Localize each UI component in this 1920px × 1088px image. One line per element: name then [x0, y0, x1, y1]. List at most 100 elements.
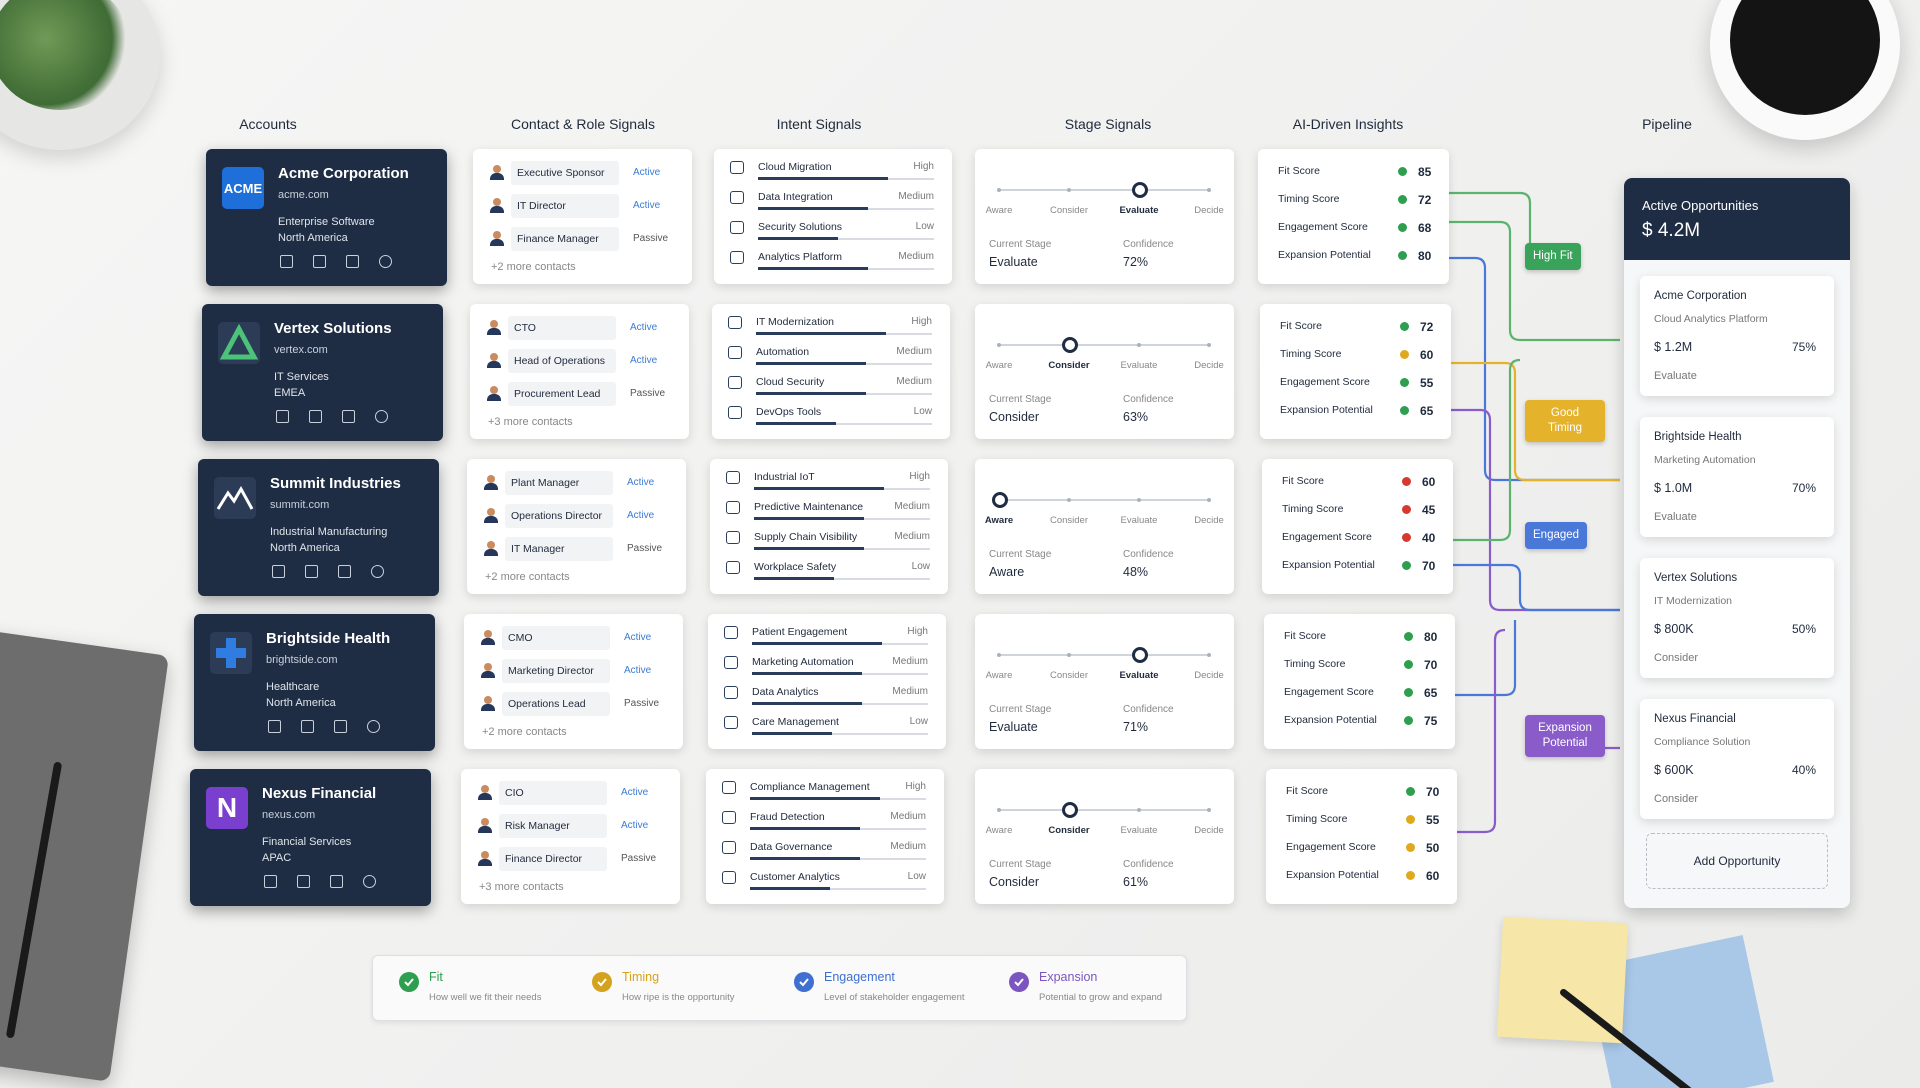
metric-label: Engagement Score — [1282, 531, 1372, 543]
stage-label: Decide — [1194, 825, 1224, 836]
person-head — [487, 541, 495, 549]
opportunity-stage: Evaluate — [1654, 370, 1697, 382]
metric-label: Fit Score — [1284, 630, 1327, 642]
stage-dot — [1067, 653, 1071, 657]
insights-card: Fit Score 60 Timing Score 45 Engagement Scor… — [1262, 459, 1453, 594]
contact-role: IT Director — [517, 200, 566, 212]
account-action[interactable] — [342, 410, 355, 423]
opportunity-amount: $ 800K — [1654, 622, 1694, 636]
intent-bar — [758, 177, 888, 180]
stage-label: Evaluate — [1120, 515, 1158, 526]
intent-icon — [724, 716, 738, 729]
add-opportunity-button[interactable]: Add Opportunity — [1646, 833, 1828, 889]
intent-bar — [752, 702, 862, 705]
metric-dot — [1404, 660, 1413, 669]
account-action[interactable] — [301, 720, 314, 733]
opportunity-amount: $ 1.2M — [1654, 340, 1693, 354]
intent-topic: Data Governance — [750, 841, 833, 853]
metric-dot — [1398, 223, 1407, 232]
account-action[interactable] — [268, 720, 281, 733]
metric-dot — [1400, 406, 1409, 415]
intent-icon — [726, 561, 740, 574]
pipeline-title: Active Opportunities — [1642, 198, 1759, 213]
insight-tag[interactable]: Good Timing — [1525, 400, 1605, 442]
opportunity-card[interactable]: Nexus Financial Compliance Solution $ 600K… — [1640, 699, 1834, 819]
opportunity-amount: $ 600K — [1654, 763, 1694, 777]
stage-card: Aware Consider Evaluate Decide Current Stage… — [975, 459, 1234, 594]
account-action[interactable] — [367, 720, 380, 733]
intent-icon — [730, 221, 744, 234]
intent-level: High — [913, 161, 934, 172]
role-pill — [499, 847, 607, 871]
stage-dot — [1207, 188, 1211, 192]
stage-label: Evaluate — [1120, 825, 1158, 836]
opportunity-card[interactable]: Vertex Solutions IT Modernization $ 800K 50… — [1640, 558, 1834, 678]
account-action[interactable] — [346, 255, 359, 268]
contact-role: CMO — [508, 632, 533, 644]
confidence-label: Confidence — [1123, 239, 1174, 250]
icon — [216, 638, 246, 668]
opportunity-account: Brightside Health — [1654, 431, 1742, 443]
person-body — [490, 206, 504, 213]
metric-dot — [1404, 716, 1413, 725]
intent-topic: Care Management — [752, 716, 839, 728]
contact-status: Active — [630, 322, 658, 333]
account-action[interactable] — [309, 410, 322, 423]
insight-tag[interactable]: High Fit — [1525, 243, 1581, 270]
connector — [1449, 563, 1620, 612]
role-pill — [508, 349, 616, 373]
account-action[interactable] — [276, 410, 289, 423]
stage-dot — [1207, 343, 1211, 347]
intent-level: Low — [915, 221, 934, 232]
intent-icon — [726, 471, 740, 484]
account-action[interactable] — [272, 565, 285, 578]
stage-label: Aware — [985, 825, 1013, 836]
metric-dot — [1402, 533, 1411, 542]
intent-bar — [756, 362, 866, 365]
insight-tag[interactable]: Engaged — [1525, 522, 1588, 549]
opportunity-card[interactable]: Acme Corporation Cloud Analytics Platform… — [1640, 276, 1834, 396]
account-action[interactable] — [297, 875, 310, 888]
account-action[interactable] — [334, 720, 347, 733]
account-industry: Industrial Manufacturing — [270, 526, 388, 538]
intent-level: Medium — [898, 191, 934, 202]
stage-track — [999, 344, 1209, 346]
contacts-card: CMO Active Marketing Director Active Operati… — [464, 614, 683, 749]
account-action[interactable] — [264, 875, 277, 888]
account-logo — [214, 477, 256, 519]
metric-dot — [1406, 787, 1415, 796]
metric-score: 72 — [1420, 320, 1434, 334]
role-pill — [508, 382, 616, 406]
intent-track — [754, 578, 930, 580]
stage-marker — [1132, 647, 1148, 663]
metric-dot — [1402, 477, 1411, 486]
account-action[interactable] — [375, 410, 388, 423]
stage-marker — [1132, 182, 1148, 198]
account-card: Vertex Solutions vertex.com IT Services EME… — [202, 304, 443, 441]
insight-tag[interactable]: Expansion Potential — [1525, 715, 1605, 757]
contact-role: Finance Director — [505, 853, 583, 865]
account-region: EMEA — [274, 387, 306, 399]
stage-dot — [997, 188, 1001, 192]
person-head — [481, 785, 489, 793]
account-action[interactable] — [363, 875, 376, 888]
current-stage-label: Current Stage — [989, 394, 1052, 405]
account-logo — [218, 322, 260, 364]
account-action[interactable] — [338, 565, 351, 578]
icon — [216, 485, 254, 510]
account-action[interactable] — [330, 875, 343, 888]
role-pill — [502, 626, 610, 650]
account-action[interactable] — [379, 255, 392, 268]
account-action[interactable] — [280, 255, 293, 268]
account-action[interactable] — [371, 565, 384, 578]
contact-status: Passive — [633, 233, 669, 244]
contact-role: Marketing Director — [508, 665, 594, 677]
intent-level: Medium — [892, 656, 928, 667]
intent-icon — [724, 626, 738, 639]
account-action[interactable] — [313, 255, 326, 268]
contact-status: Active — [624, 632, 652, 643]
account-action[interactable] — [305, 565, 318, 578]
opportunity-card[interactable]: Brightside Health Marketing Automation $ 1… — [1640, 417, 1834, 537]
more-contacts: +2 more contacts — [485, 571, 570, 583]
